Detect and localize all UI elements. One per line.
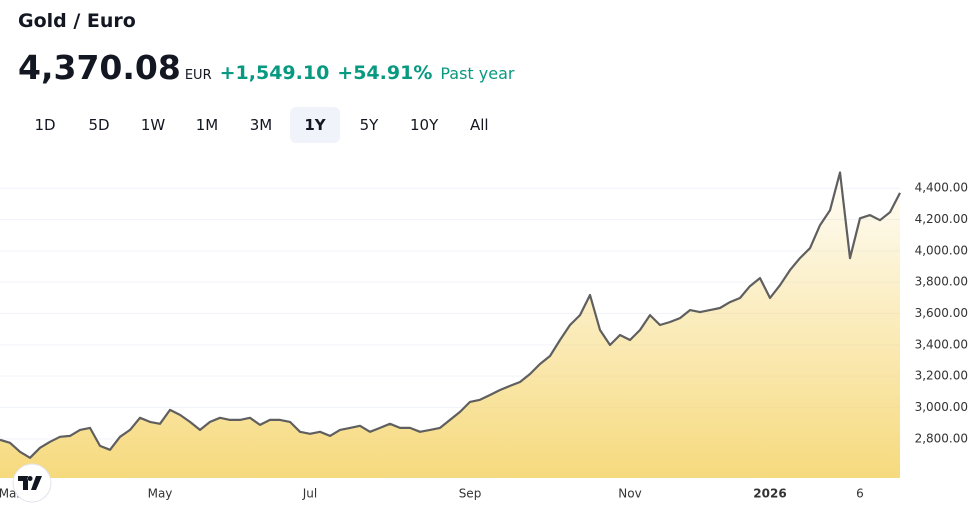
y-tick-label: 4,000.00 <box>915 243 968 257</box>
y-tick-label: 4,400.00 <box>915 181 968 195</box>
x-tick-label: Sep <box>459 487 482 501</box>
range-buttons: 1D 5D 1W 1M 3M 1Y 5Y 10Y All <box>20 107 504 143</box>
quote: 4,370.08 EUR +1,549.10 +54.91% Past year <box>18 48 514 87</box>
y-tick-label: 3,800.00 <box>915 275 968 289</box>
range-button[interactable]: 10Y <box>410 116 439 134</box>
x-tick-label: 2026 <box>753 487 786 501</box>
area <box>0 172 900 478</box>
y-tick-label: 3,000.00 <box>915 400 968 414</box>
change-percent: +54.91% <box>337 62 433 84</box>
range-button[interactable]: 1W <box>140 116 166 134</box>
period: Past year <box>440 64 515 83</box>
title: Gold / Euro <box>18 10 136 32</box>
y-tick-label: 2,800.00 <box>915 431 968 445</box>
range-button[interactable]: 3M <box>249 116 273 134</box>
range-button[interactable]: All <box>469 116 489 134</box>
range-button[interactable]: 1D <box>34 116 56 134</box>
x-tick-label: 6 <box>856 487 864 501</box>
y-tick-label: 4,200.00 <box>915 212 968 226</box>
logo-mark <box>18 476 42 490</box>
range-button[interactable]: 5D <box>88 116 110 134</box>
range-button[interactable]: 1Y <box>290 107 340 143</box>
x-tick-label: Jul <box>302 487 317 501</box>
x-tick-label: Nov <box>618 487 641 501</box>
y-tick-label: 3,200.00 <box>915 369 968 383</box>
range-button[interactable]: 5Y <box>359 116 379 134</box>
line <box>0 171 901 459</box>
x-tick-label: May <box>148 487 173 501</box>
logo <box>12 463 52 503</box>
y-tick-label: 3,600.00 <box>915 306 968 320</box>
price: 4,370.08 <box>18 48 181 87</box>
currency: EUR <box>184 68 212 83</box>
range-button[interactable]: 1M <box>195 116 219 134</box>
change: +1,549.10 <box>219 62 330 84</box>
y-tick-label: 3,400.00 <box>915 337 968 351</box>
